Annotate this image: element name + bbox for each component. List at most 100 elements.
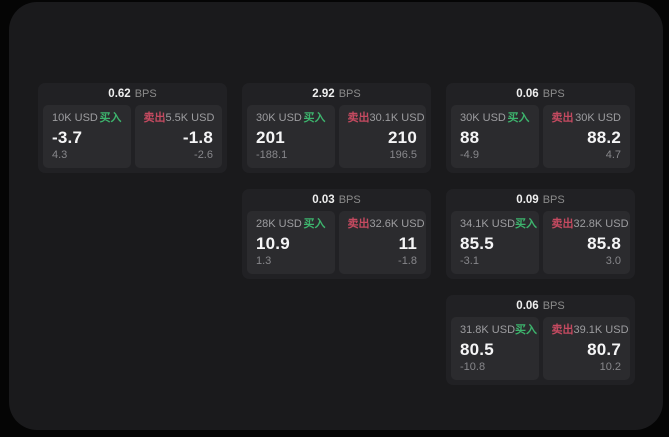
sell-tile[interactable]: 卖出 32.6K USD 11 -1.8	[338, 211, 426, 274]
bps-value: 0.62	[108, 88, 131, 100]
sell-delta: 3.0	[605, 255, 621, 267]
buy-amount-label: 31.8K USD	[460, 324, 516, 336]
bps-value: 0.06	[516, 88, 539, 100]
buy-amount-label: 34.1K USD	[460, 218, 516, 230]
quote-card: 0.06 BPS 31.8K USD 买入 80.5 -10.8 卖出 39.1…	[446, 295, 635, 385]
buy-delta: -3.1	[460, 255, 479, 267]
buy-tile-top: 30K USD 买入	[460, 113, 530, 124]
buy-tile[interactable]: 31.8K USD 买入 80.5 -10.8	[451, 317, 539, 380]
quote-card: 0.62 BPS 10K USD 买入 -3.7 4.3 卖出 5.5K USD…	[38, 83, 227, 173]
sell-tile[interactable]: 卖出 5.5K USD -1.8 -2.6	[134, 105, 222, 168]
sell-amount-label: 5.5K USD	[165, 112, 215, 124]
sell-delta: 10.2	[599, 361, 621, 373]
buy-tile[interactable]: 10K USD 买入 -3.7 4.3	[43, 105, 131, 168]
card-body: 31.8K USD 买入 80.5 -10.8 卖出 39.1K USD 80.…	[446, 317, 635, 385]
sell-delta: 4.7	[605, 149, 621, 161]
buy-action-label: 买入	[515, 218, 538, 230]
sell-tile[interactable]: 卖出 30.1K USD 210 196.5	[338, 105, 426, 168]
card-body: 10K USD 买入 -3.7 4.3 卖出 5.5K USD -1.8 -2.…	[38, 105, 227, 173]
bps-value: 0.03	[312, 194, 335, 206]
quote-card: 0.06 BPS 30K USD 买入 88 -4.9 卖出 30K USD 8…	[446, 83, 635, 173]
card-body: 28K USD 买入 10.9 1.3 卖出 32.6K USD 11 -1.8	[242, 211, 431, 279]
sell-tile-top: 卖出 32.6K USD	[347, 218, 425, 230]
sell-tile-top: 卖出 32.8K USD	[551, 218, 629, 230]
buy-delta: -188.1	[256, 149, 288, 161]
bps-header: 0.09 BPS	[446, 189, 635, 211]
sell-price: 11	[398, 233, 417, 253]
sell-price: 85.8	[587, 233, 621, 253]
sell-tile-top: 卖出 30.1K USD	[347, 112, 425, 124]
main-panel: 0.62 BPS 10K USD 买入 -3.7 4.3 卖出 5.5K USD…	[9, 2, 663, 430]
sell-action-label: 卖出	[347, 218, 370, 230]
sell-amount-label: 30.1K USD	[369, 112, 425, 124]
bps-header: 0.06 BPS	[446, 83, 635, 105]
buy-amount-label: 10K USD	[52, 112, 98, 124]
sell-price: 210	[388, 127, 417, 147]
sell-tile[interactable]: 卖出 30K USD 88.2 4.7	[542, 105, 630, 168]
buy-price: 80.5	[460, 339, 494, 359]
buy-tile-top: 31.8K USD 买入	[460, 324, 537, 336]
buy-action-label: 买入	[515, 324, 538, 336]
buy-price: 10.9	[256, 233, 290, 253]
sell-delta: 196.5	[389, 149, 417, 161]
bps-header: 0.03 BPS	[242, 189, 431, 211]
card-body: 30K USD 买入 88 -4.9 卖出 30K USD 88.2 4.7	[446, 105, 635, 173]
sell-action-label: 卖出	[347, 112, 370, 124]
buy-action-label: 买入	[303, 112, 326, 124]
buy-amount-label: 30K USD	[256, 112, 302, 124]
buy-delta: 4.3	[52, 149, 68, 161]
sell-amount-label: 32.8K USD	[573, 218, 629, 230]
buy-delta: -10.8	[460, 361, 486, 373]
sell-action-label: 卖出	[551, 112, 574, 124]
buy-tile-top: 34.1K USD 买入	[460, 218, 537, 230]
buy-action-label: 买入	[507, 112, 530, 124]
buy-tile[interactable]: 30K USD 买入 88 -4.9	[451, 105, 539, 168]
buy-amount-label: 28K USD	[256, 218, 302, 230]
bps-unit: BPS	[542, 88, 565, 100]
sell-tile[interactable]: 卖出 32.8K USD 85.8 3.0	[542, 211, 630, 274]
sell-delta: -1.8	[398, 255, 417, 267]
sell-action-label: 卖出	[551, 324, 574, 336]
sell-action-label: 卖出	[143, 112, 166, 124]
quote-card: 0.03 BPS 28K USD 买入 10.9 1.3 卖出 32.6K US…	[242, 189, 431, 279]
bps-unit: BPS	[338, 194, 361, 206]
bps-header: 0.06 BPS	[446, 295, 635, 317]
buy-delta: -4.9	[460, 149, 479, 161]
bps-value: 0.06	[516, 300, 539, 312]
buy-price: -3.7	[52, 127, 83, 147]
sell-amount-label: 32.6K USD	[369, 218, 425, 230]
bps-header: 2.92 BPS	[242, 83, 431, 105]
buy-tile[interactable]: 34.1K USD 买入 85.5 -3.1	[451, 211, 539, 274]
buy-tile[interactable]: 30K USD 买入 201 -188.1	[247, 105, 335, 168]
bps-unit: BPS	[542, 300, 565, 312]
sell-delta: -2.6	[194, 149, 213, 161]
buy-price: 88	[460, 127, 480, 147]
bps-unit: BPS	[542, 194, 565, 206]
buy-tile[interactable]: 28K USD 买入 10.9 1.3	[247, 211, 335, 274]
buy-tile-top: 30K USD 买入	[256, 113, 326, 124]
buy-action-label: 买入	[303, 218, 326, 230]
sell-tile-top: 卖出 30K USD	[552, 113, 622, 124]
buy-tile-top: 10K USD 买入	[52, 113, 122, 124]
bps-value: 0.09	[516, 194, 539, 206]
cards-grid: 0.62 BPS 10K USD 买入 -3.7 4.3 卖出 5.5K USD…	[38, 83, 635, 385]
sell-amount-label: 39.1K USD	[573, 324, 629, 336]
sell-tile-top: 卖出 5.5K USD	[143, 112, 215, 124]
buy-price: 85.5	[460, 233, 494, 253]
bps-header: 0.62 BPS	[38, 83, 227, 105]
quote-card: 0.09 BPS 34.1K USD 买入 85.5 -3.1 卖出 32.8K…	[446, 189, 635, 279]
sell-amount-label: 30K USD	[575, 112, 621, 124]
buy-tile-top: 28K USD 买入	[256, 219, 326, 230]
bps-unit: BPS	[338, 88, 361, 100]
buy-amount-label: 30K USD	[460, 112, 506, 124]
bps-unit: BPS	[134, 88, 157, 100]
sell-price: 88.2	[587, 127, 621, 147]
sell-tile[interactable]: 卖出 39.1K USD 80.7 10.2	[542, 317, 630, 380]
card-body: 34.1K USD 买入 85.5 -3.1 卖出 32.8K USD 85.8…	[446, 211, 635, 279]
sell-tile-top: 卖出 39.1K USD	[551, 324, 629, 336]
sell-action-label: 卖出	[551, 218, 574, 230]
sell-price: 80.7	[587, 339, 621, 359]
buy-action-label: 买入	[99, 112, 122, 124]
card-body: 30K USD 买入 201 -188.1 卖出 30.1K USD 210 1…	[242, 105, 431, 173]
quote-card: 2.92 BPS 30K USD 买入 201 -188.1 卖出 30.1K …	[242, 83, 431, 173]
